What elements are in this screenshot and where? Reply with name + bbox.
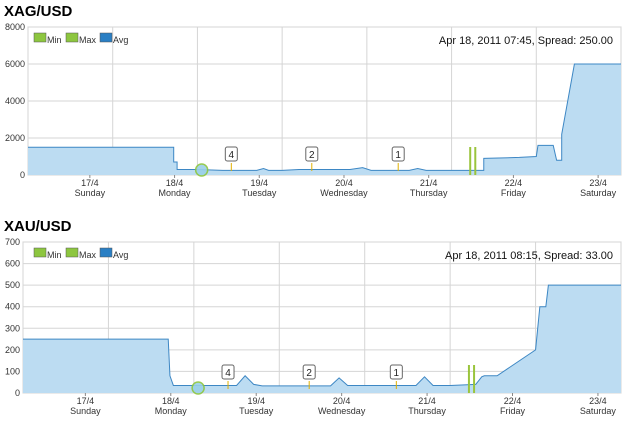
event-marker-box bbox=[389, 364, 403, 380]
xag-chart-title: XAG/USD bbox=[4, 3, 73, 20]
x-tick-day: Sunday bbox=[70, 406, 101, 416]
spread-annotation: Apr 18, 2011 08:15, Spread: 33.00 bbox=[445, 250, 613, 262]
x-tick-date: 18/4 bbox=[162, 396, 180, 406]
legend-swatch bbox=[99, 247, 113, 258]
x-tick-date: 23/4 bbox=[589, 396, 607, 406]
x-tick-day: Thursday bbox=[408, 406, 446, 416]
avg-series-line bbox=[23, 284, 621, 387]
legend-swatch bbox=[33, 247, 47, 258]
y-tick-label: 700 bbox=[5, 237, 20, 247]
event-marker-box bbox=[391, 146, 405, 162]
legend-label: Min bbox=[47, 35, 62, 45]
event-marker-label: 1 bbox=[395, 150, 401, 161]
x-tick-day: Monday bbox=[159, 188, 192, 198]
x-tick-date: 21/4 bbox=[420, 178, 438, 188]
avg-series-line bbox=[28, 63, 621, 171]
legend-label: Avg bbox=[113, 250, 128, 260]
legend-label: Min bbox=[47, 250, 62, 260]
event-marker-label: 2 bbox=[309, 150, 315, 161]
xag-chart-panel: XAG/USD 0 2000 4000 6000 8000 17/4 Sunday 18/4 M… bbox=[0, 0, 625, 206]
y-tick-label: 400 bbox=[5, 302, 20, 312]
x-tick-day: Saturday bbox=[580, 406, 617, 416]
spread-annotation: Apr 18, 2011 07:45, Spread: 250.00 bbox=[439, 35, 613, 47]
x-tick-date: 19/4 bbox=[247, 396, 265, 406]
y-tick-label: 500 bbox=[5, 280, 20, 290]
y-tick-label: 6000 bbox=[5, 59, 25, 69]
x-tick-day: Thursday bbox=[410, 188, 448, 198]
event-marker-label: 2 bbox=[306, 368, 312, 379]
x-tick-day: Wednesday bbox=[318, 406, 366, 416]
x-tick-date: 20/4 bbox=[335, 178, 353, 188]
x-tick-date: 21/4 bbox=[418, 396, 436, 406]
x-tick-date: 18/4 bbox=[166, 178, 184, 188]
legend-swatch bbox=[99, 32, 113, 43]
xau-chart-title: XAU/USD bbox=[4, 218, 72, 235]
x-tick-date: 23/4 bbox=[589, 178, 607, 188]
x-tick-day: Wednesday bbox=[320, 188, 368, 198]
event-marker-label: 4 bbox=[229, 150, 235, 161]
legend-label: Max bbox=[79, 35, 97, 45]
x-tick-date: 19/4 bbox=[251, 178, 269, 188]
legend-label: Max bbox=[79, 250, 97, 260]
current-position-marker bbox=[191, 381, 205, 395]
x-tick-date: 22/4 bbox=[505, 178, 523, 188]
event-marker-box bbox=[302, 364, 316, 380]
current-position-marker bbox=[194, 163, 209, 177]
x-tick-day: Friday bbox=[501, 188, 527, 198]
event-marker-label: 4 bbox=[225, 368, 231, 379]
xau-chart-panel: XAU/USD 0 100 200 300 400 500 600 700 17/4 Sunday… bbox=[0, 212, 625, 417]
x-tick-date: 17/4 bbox=[77, 396, 95, 406]
y-tick-label: 4000 bbox=[5, 96, 25, 106]
legend-swatch bbox=[33, 32, 47, 43]
y-tick-label: 8000 bbox=[5, 22, 25, 32]
y-tick-label: 0 bbox=[15, 388, 20, 398]
legend-label: Avg bbox=[113, 35, 128, 45]
event-marker-box bbox=[224, 146, 238, 162]
x-tick-day: Sunday bbox=[75, 188, 106, 198]
y-tick-label: 200 bbox=[5, 345, 20, 355]
legend-swatch bbox=[65, 32, 79, 43]
event-marker-box bbox=[305, 146, 319, 162]
x-tick-day: Saturday bbox=[580, 188, 617, 198]
x-tick-day: Tuesday bbox=[242, 188, 277, 198]
event-marker-box bbox=[221, 364, 235, 380]
y-tick-label: 0 bbox=[20, 170, 25, 180]
x-tick-date: 22/4 bbox=[504, 396, 522, 406]
event-marker-label: 1 bbox=[394, 368, 400, 379]
avg-series-area bbox=[28, 64, 621, 175]
x-tick-day: Tuesday bbox=[239, 406, 274, 416]
x-tick-day: Friday bbox=[500, 406, 526, 416]
y-tick-label: 300 bbox=[5, 323, 20, 333]
x-tick-date: 17/4 bbox=[81, 178, 99, 188]
legend-swatch bbox=[65, 247, 79, 258]
y-tick-label: 600 bbox=[5, 259, 20, 269]
y-tick-label: 2000 bbox=[5, 133, 25, 143]
x-tick-day: Monday bbox=[155, 406, 188, 416]
y-tick-label: 100 bbox=[5, 366, 20, 376]
x-tick-date: 20/4 bbox=[333, 396, 351, 406]
